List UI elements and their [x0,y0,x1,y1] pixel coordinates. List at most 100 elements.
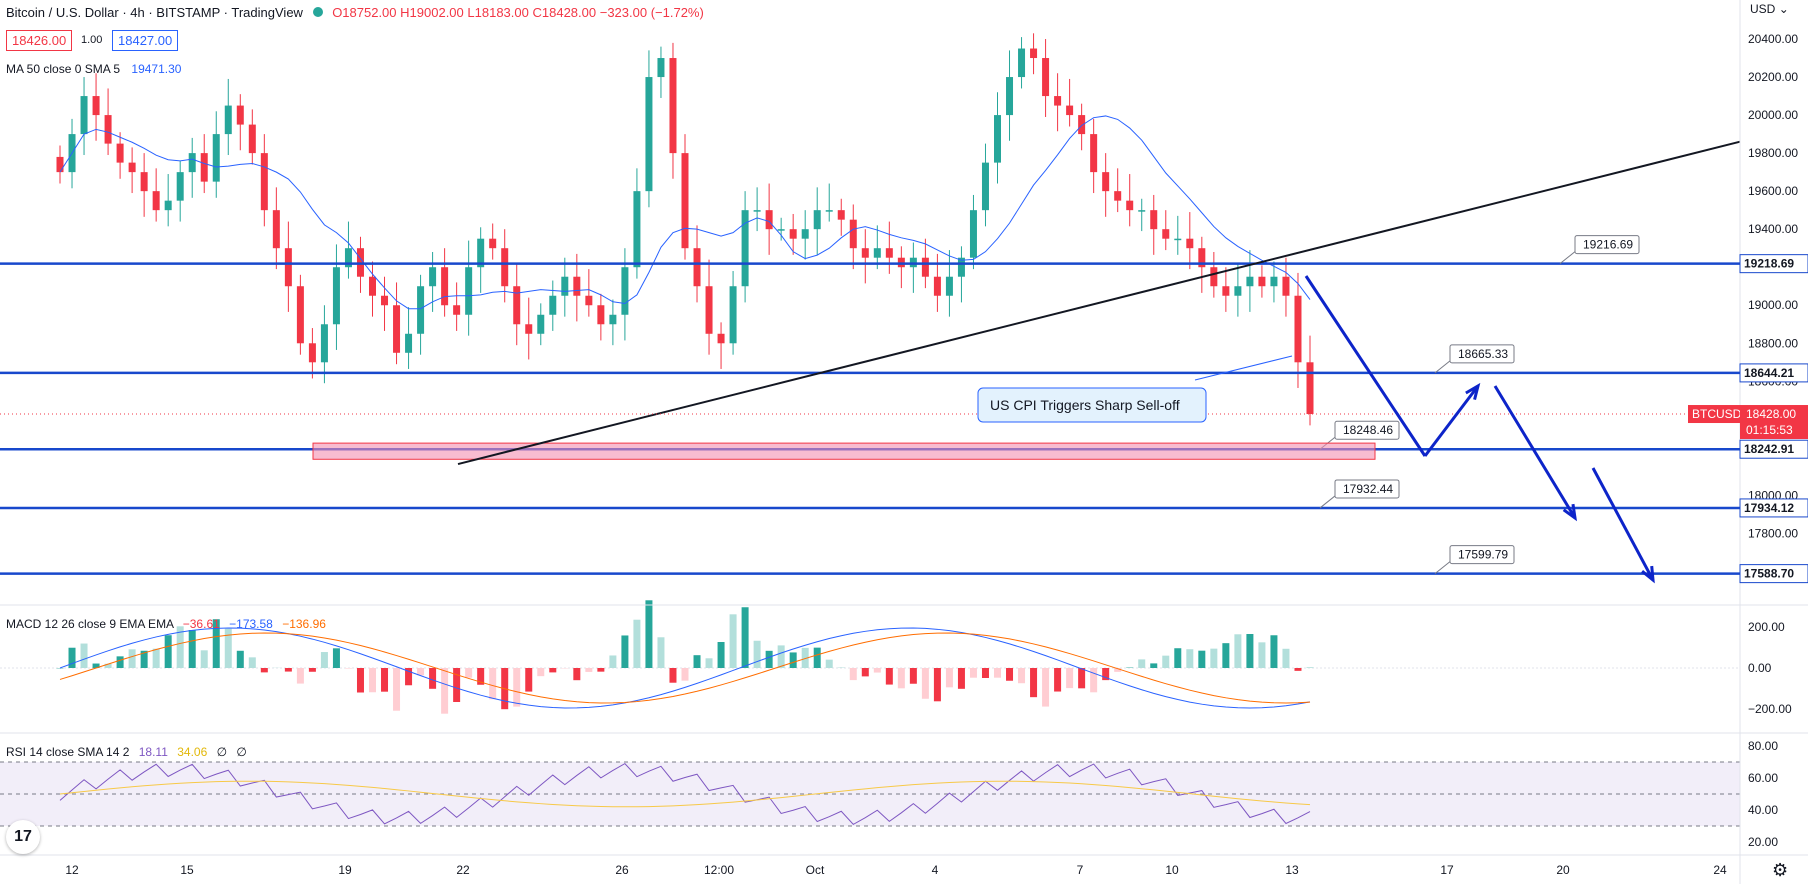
price-tick-label: 20000.00 [1748,108,1798,122]
macd-signal-value: −136.96 [282,617,326,631]
macd-histogram-bar [994,668,1001,678]
candle-body [621,267,629,315]
candle-body [1306,362,1314,415]
candle-body [994,115,1001,163]
candle-body [885,248,893,258]
macd-histogram-bar [705,658,713,668]
macd-histogram-bar [849,668,857,681]
gear-icon[interactable]: ⚙ [1772,860,1789,880]
macd-histogram-bar [1006,668,1014,681]
price-tick-label: 20200.00 [1748,70,1798,84]
level-tag-label: 17934.12 [1744,501,1794,515]
macd-histogram-bar [885,668,893,685]
macd-histogram-bar [525,668,533,692]
rsi-pane [0,761,1740,827]
macd-line [59,627,1311,709]
callout-label: 19216.69 [1583,238,1633,252]
market-status-icon [312,7,323,17]
macd-line-value: −173.58 [229,617,273,631]
macd-histogram-bar [597,668,605,672]
candle-body [789,229,797,239]
currency-selector[interactable]: USD ⌄ [1750,2,1789,16]
macd-histogram-bar [753,640,761,668]
candle-body [284,248,292,287]
candle-body [465,267,473,315]
macd-histogram-bar [188,630,196,668]
rsi-tick-label: 20.00 [1748,835,1778,849]
tradingview-logo-icon[interactable]: 17 [6,820,40,854]
time-tick-label: 15 [180,863,194,877]
macd-histogram-bar [320,652,328,668]
rsi-tick-label: 60.00 [1748,771,1778,785]
symbol-title[interactable]: Bitcoin / U.S. Dollar · 4h · BITSTAMP · … [6,5,303,20]
sell-price-button[interactable]: 18426.00 [6,30,73,51]
rsi-empty-2: ∅ [236,745,247,759]
ma-value: 19471.30 [131,62,182,76]
time-tick-label: Oct [806,863,825,877]
macd-tick-label: 200.00 [1748,620,1785,634]
price-tick-label: 19000.00 [1748,298,1798,312]
macd-histogram-bar [260,668,268,673]
macd-histogram-bar [429,668,437,689]
candle-body [381,295,389,306]
candle-body [525,324,533,334]
candle-body [981,162,989,211]
candle-body [1210,267,1218,287]
support-zone [312,442,1376,460]
rsi-label: RSI 14 close SMA 14 2 [6,745,130,759]
rsi-empty-1: ∅ [216,745,228,759]
level-tag-bg [1739,363,1808,383]
candle-body [657,58,665,78]
macd-histogram-bar [1042,668,1050,707]
candle-body [80,96,88,135]
macd-histogram-bar [1162,655,1170,668]
projection-arrow-down-2 [1493,385,1577,519]
macd-histogram-bar [585,668,593,672]
candle-body [296,286,304,344]
candle-body [921,257,929,277]
macd-histogram-bar [369,668,376,693]
buy-price-button[interactable]: 18427.00 [112,30,179,51]
time-tick-label: 12 [65,863,79,877]
macd-histogram-bar [453,668,461,702]
candle-body [1282,276,1290,296]
macd-histogram-bar [152,648,160,668]
macd-histogram-bar [765,650,773,668]
macd-histogram-bar [1138,659,1146,668]
macd-histogram-bar [1174,648,1182,668]
candle-body [405,333,413,353]
candle-body [453,305,461,315]
level-tag-label: 17588.70 [1744,567,1794,581]
last-price-tag-bg [1740,405,1808,440]
candle-body [1114,191,1122,201]
callout-box [1449,545,1515,565]
macd-histogram-bar [176,626,184,668]
time-tick-label: 24 [1713,863,1727,877]
macd-legend[interactable]: MACD 12 26 close 9 EMA EMA −36.61 −173.5… [6,617,326,631]
macd-histogram-bar [332,648,340,668]
macd-histogram-bar [729,614,737,668]
macd-histogram-bar [1066,668,1074,689]
macd-histogram-bar [1282,648,1290,668]
callout-label: 17932.44 [1343,482,1393,496]
candle-body [585,295,593,306]
candle-body [873,248,881,258]
candle-body [1270,276,1278,287]
candle-body [561,276,569,296]
macd-histogram-bar [1246,634,1254,668]
candle-body [1222,286,1230,296]
ma-legend[interactable]: MA 50 close 0 SMA 5 19471.30 [6,62,181,76]
candle-body [176,172,184,201]
macd-histogram-bar [1150,663,1158,668]
callout-label: 17599.79 [1458,548,1508,562]
last-price-label: 18428.00 [1746,407,1796,421]
level-price-tag: 17934.12 [1739,498,1808,518]
time-tick-label: 7 [1077,863,1084,877]
candle-body [1090,134,1098,173]
candle-body [1162,229,1170,239]
candle-body [116,143,124,163]
macd-label: MACD 12 26 close 9 EMA EMA [6,617,174,631]
macd-histogram-bar [657,637,665,668]
rsi-legend[interactable]: RSI 14 close SMA 14 2 18.11 34.06 ∅ ∅ [6,745,247,759]
